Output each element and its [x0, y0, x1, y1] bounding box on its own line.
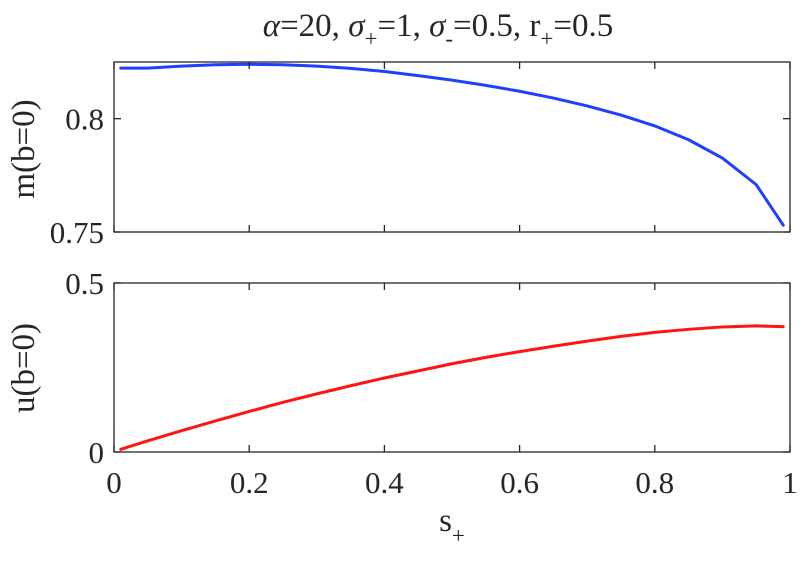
top-plot-area: 0.75 0.8	[50, 61, 791, 250]
chart-title: α=20, σ+=1, σ-=0.5, r+=0.5	[263, 8, 614, 51]
title-alpha-symbol: α	[263, 8, 281, 44]
bottom-x-tick-label: 0	[106, 465, 122, 500]
top-y-tick-label: 0.8	[65, 102, 104, 137]
bottom-plot-area: 0 0.2 0.4 0.6 0.8 1 0 0.5	[65, 266, 798, 500]
title-r-plus-sub: +	[540, 26, 553, 51]
x-axis-label: s+	[439, 503, 465, 548]
bottom-axes-box	[113, 282, 791, 453]
bottom-y-axis-label: u(b=0)	[6, 323, 42, 413]
title-sigma-minus-sub: -	[445, 26, 453, 51]
title-sigma-plus-sub: +	[364, 26, 377, 51]
x-axis-label-main: s	[439, 503, 452, 539]
bottom-panel: 0 0.2 0.4 0.6 0.8 1 0 0.5 u(b=0) s+	[6, 266, 798, 548]
bottom-series-line	[119, 324, 785, 451]
bottom-x-tick-label: 1	[782, 465, 798, 500]
top-y-axis-label: m(b=0)	[6, 99, 42, 198]
top-axes-box	[113, 61, 791, 233]
bottom-y-tick-label: 0.5	[65, 266, 104, 301]
top-panel: 0.75 0.8 m(b=0)	[6, 61, 791, 250]
bottom-y-tick-label: 0	[89, 435, 105, 470]
title-r-plus-value: =0.5	[553, 8, 613, 44]
title-sigma-minus-symbol: σ	[429, 8, 447, 44]
bottom-x-tick-label: 0.4	[365, 465, 404, 500]
top-series-line	[119, 62, 785, 227]
bottom-x-tick-label: 0.2	[230, 465, 269, 500]
x-axis-label-sub: +	[452, 523, 465, 548]
title-sigma-plus-symbol: σ	[348, 8, 366, 44]
top-y-tick-label: 0.75	[50, 215, 104, 250]
bottom-x-tick-label: 0.8	[635, 465, 674, 500]
title-alpha-value: =20,	[280, 8, 348, 44]
bottom-x-tick-label: 0.6	[500, 465, 539, 500]
title-r-symbol: r	[529, 8, 540, 44]
title-sigma-minus-value: =0.5,	[453, 8, 529, 44]
title-sigma-plus-value: =1,	[377, 8, 429, 44]
